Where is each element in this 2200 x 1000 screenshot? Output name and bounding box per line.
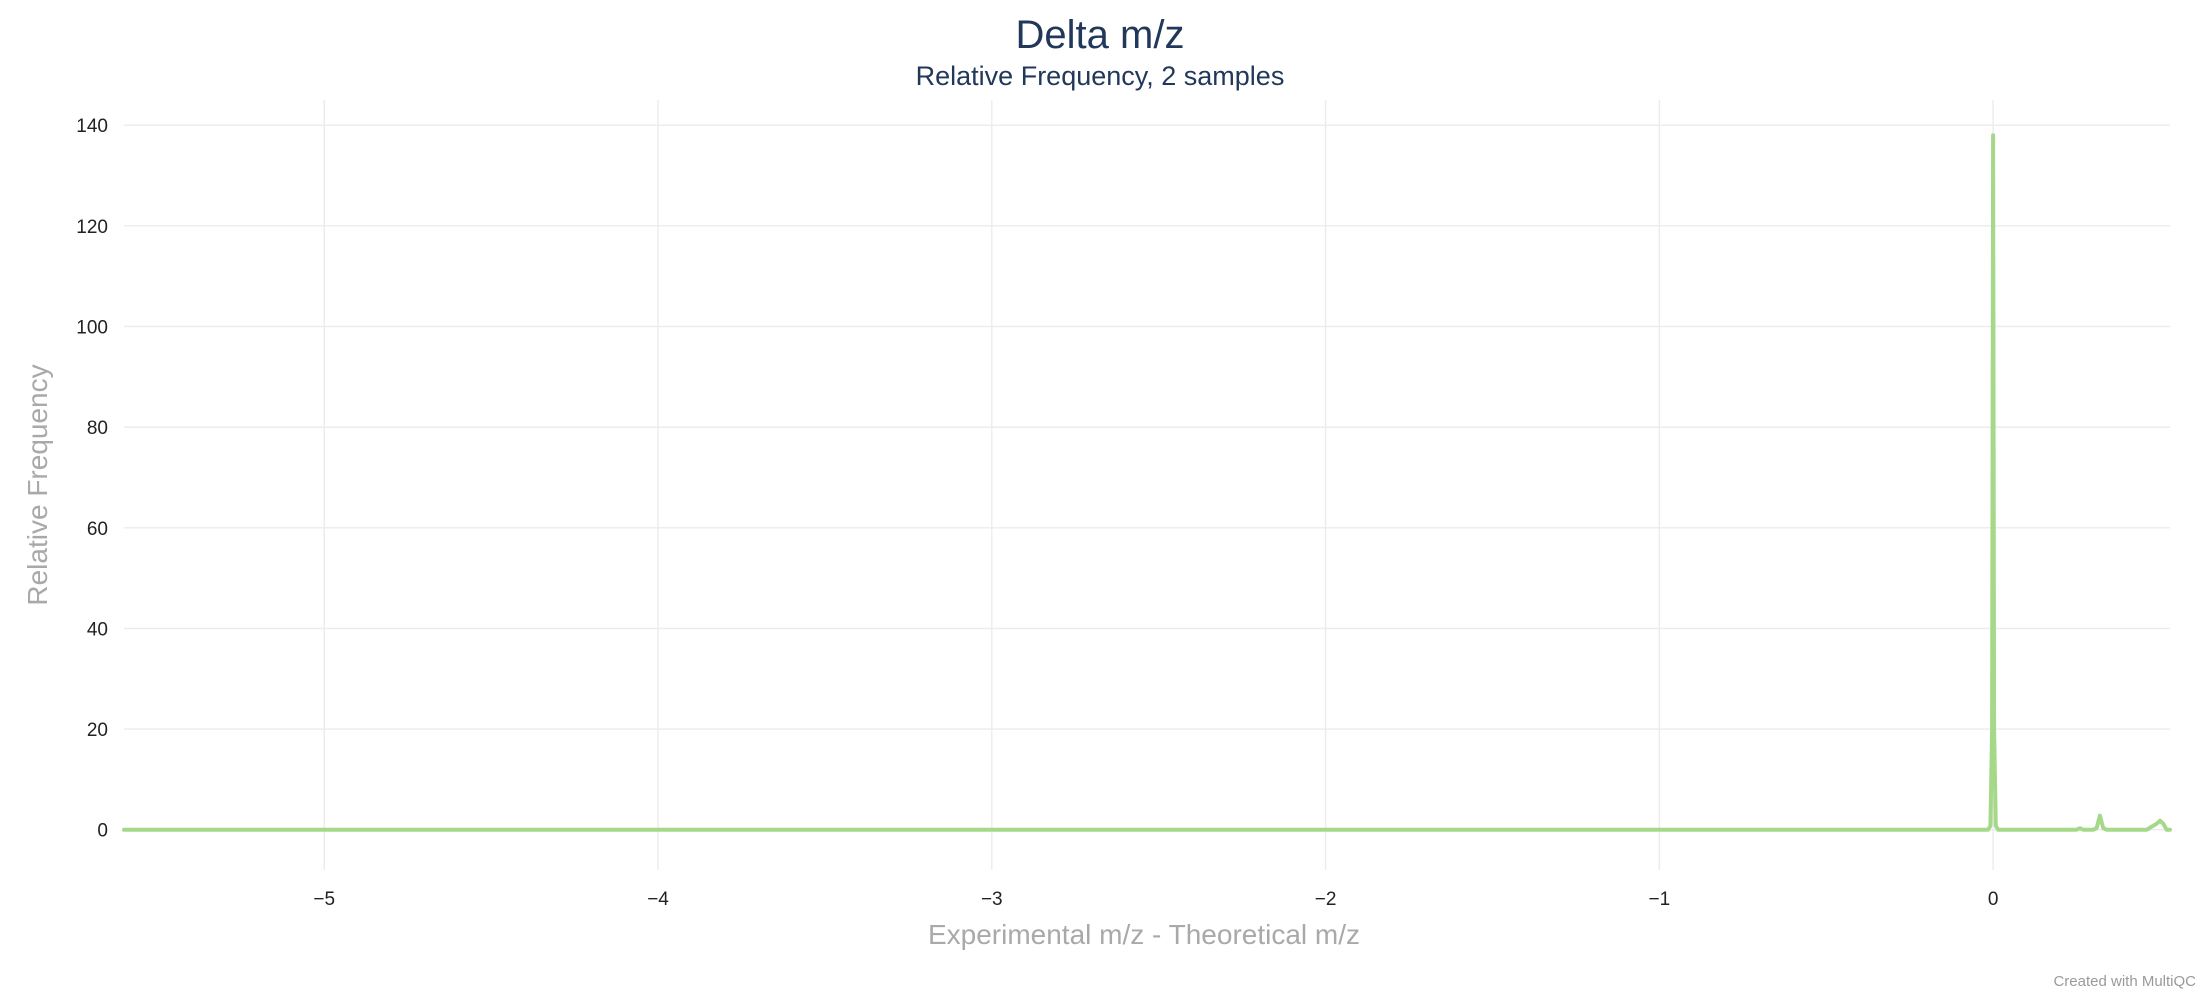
series-line-0: [122, 133, 2172, 832]
grid: [124, 100, 2170, 870]
y-tick-label: 140: [76, 116, 108, 137]
x-tick-label: 0: [1988, 889, 1999, 910]
y-tick-label: 120: [76, 217, 108, 238]
y-axis-title: Relative Frequency: [22, 364, 53, 605]
y-tick-label: 0: [97, 821, 108, 842]
x-axis-ticks: −5 −4 −3 −2 −1 0: [313, 889, 1998, 910]
chart-subtitle: Relative Frequency, 2 samples: [916, 61, 1285, 91]
x-tick-label: −3: [981, 889, 1003, 910]
series-area: [122, 133, 2172, 832]
y-tick-label: 20: [87, 720, 108, 741]
y-tick-label: 40: [87, 619, 108, 640]
y-axis-ticks: 0 20 40 60 80 100 120 140: [76, 116, 108, 842]
y-tick-label: 100: [76, 317, 108, 338]
credit-text: Created with MultiQC: [2053, 973, 2196, 990]
y-tick-label: 80: [87, 418, 108, 439]
x-tick-label: −1: [1648, 889, 1670, 910]
x-axis-title: Experimental m/z - Theoretical m/z: [928, 919, 1360, 950]
x-tick-label: −4: [647, 889, 669, 910]
y-tick-label: 60: [87, 519, 108, 540]
x-tick-label: −5: [313, 889, 335, 910]
chart-title: Delta m/z: [1016, 13, 1185, 57]
x-tick-label: −2: [1315, 889, 1337, 910]
